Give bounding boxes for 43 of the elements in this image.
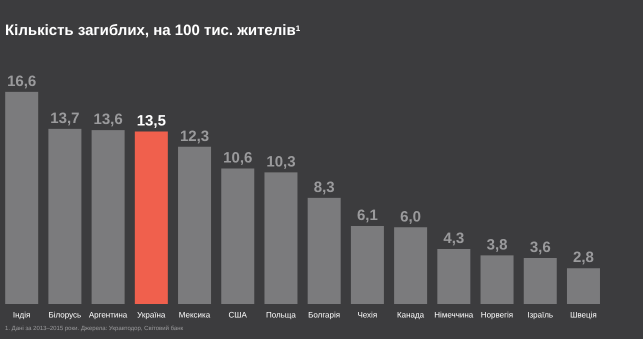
bar	[524, 258, 557, 304]
data-label: 3,8	[486, 236, 508, 254]
x-tick-label: Аргентина	[88, 310, 128, 320]
x-tick-label: Мексика	[178, 310, 211, 320]
x-tick-label: Норвегія	[480, 310, 514, 320]
bar	[221, 168, 254, 304]
data-label: 6,0	[400, 208, 422, 226]
data-label: 13,7	[50, 110, 80, 127]
data-label: 3,6	[530, 238, 551, 256]
bar	[134, 131, 168, 304]
data-label: 16,6	[7, 72, 36, 90]
data-label: 4,3	[443, 230, 464, 248]
data-label: 10,3	[266, 153, 296, 170]
bar	[92, 130, 125, 304]
bar	[48, 128, 82, 304]
bar	[178, 146, 212, 304]
bar	[566, 268, 600, 304]
data-label: 8,3	[314, 178, 335, 196]
x-tick-label: Польща	[266, 310, 296, 320]
x-tick-label: Індія	[12, 310, 30, 320]
x-tick-label: Чехія	[357, 310, 378, 320]
data-label: 6,1	[356, 207, 378, 224]
bar	[394, 227, 428, 304]
x-tick-label: США	[228, 310, 248, 320]
x-tick-label: Німеччина	[434, 310, 474, 320]
data-label: 13,6	[94, 111, 123, 128]
bar	[264, 172, 298, 304]
x-tick-label: Україна	[137, 310, 166, 320]
data-label: 2,8	[573, 249, 594, 266]
bar	[5, 92, 38, 304]
x-tick-label: Білорусь	[48, 310, 82, 320]
bar	[437, 249, 470, 304]
data-label: 13,5	[136, 112, 166, 130]
x-tick-label: Канада	[396, 310, 425, 320]
x-tick-label: Болгарія	[308, 310, 340, 320]
bar	[308, 198, 341, 304]
bar	[350, 226, 384, 304]
bar	[480, 255, 514, 304]
chart-title: Кількість загиблих, на 100 тис. жителів$^{1}$	[5, 22, 301, 39]
x-tick-label: Ізраїль	[527, 310, 554, 320]
data-label: 12,3	[180, 128, 210, 145]
x-tick-label: Швеція	[570, 310, 597, 320]
data-label: 10,6	[223, 150, 252, 167]
